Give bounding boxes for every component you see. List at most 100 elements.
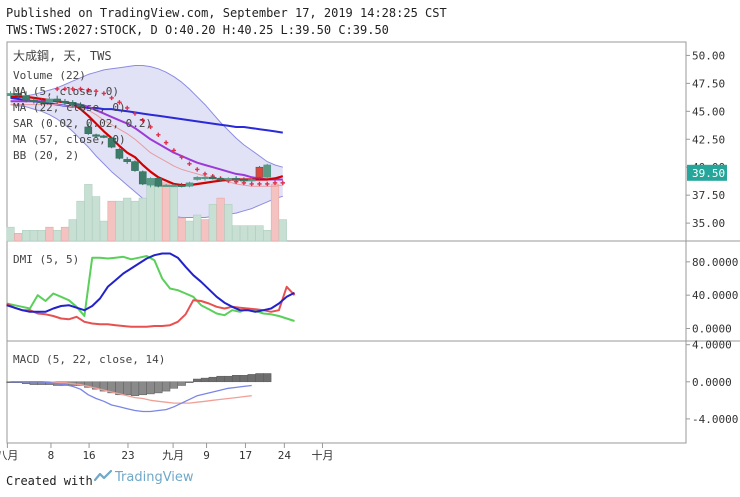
sar-point — [272, 180, 278, 186]
sar-point — [257, 181, 262, 187]
volume-bar — [76, 200, 85, 242]
candle-body — [255, 166, 264, 178]
volume-bar — [14, 233, 23, 242]
macd-histogram-bar — [185, 381, 194, 383]
candle-body — [162, 184, 170, 187]
candle-body — [263, 164, 272, 178]
volume-bar — [247, 225, 256, 242]
volume-bar — [29, 230, 38, 242]
candle-body — [146, 178, 155, 186]
sar-point — [156, 132, 161, 137]
price-tick-label: 42.50 — [692, 133, 725, 146]
dmi-title: DMI (5, 5) — [13, 253, 79, 266]
candle-body — [100, 135, 108, 138]
tradingview-logo[interactable]: TradingView — [94, 470, 194, 485]
sar-point — [132, 111, 138, 116]
volume-bar — [239, 225, 249, 242]
price-tick-label: 45.00 — [692, 105, 725, 118]
macd-histogram-bar — [255, 373, 264, 383]
volume-bar — [255, 225, 264, 242]
candle-body — [131, 161, 139, 171]
sar-point — [265, 181, 270, 187]
price-tick-label: 37.50 — [692, 189, 725, 202]
volume-bar — [216, 197, 225, 242]
price-tick-label: 35.00 — [692, 217, 725, 230]
volume-bar — [278, 219, 287, 242]
macd-histogram-bar — [224, 375, 233, 383]
volume-bar — [185, 220, 194, 242]
sar-point — [140, 118, 145, 123]
sar-point — [171, 148, 177, 153]
macd-histogram-bar — [169, 381, 179, 389]
macd-histogram-bar — [161, 381, 171, 392]
sar-point — [179, 154, 184, 160]
macd-histogram-bar — [263, 373, 272, 383]
volume-bar — [60, 226, 70, 242]
time-tick-label: 十月 — [311, 448, 333, 462]
candle-body — [247, 179, 256, 182]
candle-body — [216, 178, 225, 181]
volume-bar — [200, 219, 210, 242]
candle-body — [45, 98, 54, 103]
macd-histogram-bar — [247, 374, 256, 383]
sar-point — [101, 91, 107, 96]
candle-body — [138, 171, 147, 185]
volume-bar — [193, 214, 202, 242]
candle-body — [84, 126, 93, 134]
sar-point — [109, 95, 114, 101]
dmi-minus-line — [6, 285, 296, 328]
volume-bar — [123, 197, 132, 242]
volume-bar — [115, 200, 124, 242]
candle-body — [6, 93, 15, 96]
volume-bar — [21, 230, 31, 242]
candle-body — [53, 98, 61, 102]
macd-histogram-bar — [123, 381, 132, 396]
volume-bar — [146, 182, 155, 242]
adx-line — [6, 252, 295, 313]
volume-bar — [107, 200, 116, 242]
candle-body — [232, 178, 240, 181]
time-tick-label: 24 — [278, 449, 292, 462]
candle-body — [37, 100, 46, 104]
volume-bar — [162, 182, 171, 242]
candle-body — [154, 178, 163, 187]
volume-bar — [224, 204, 233, 242]
sar-point — [163, 140, 169, 145]
candle-body — [61, 100, 69, 104]
macd-signal-line — [10, 381, 252, 404]
candle-body — [92, 134, 100, 137]
sar-point — [70, 86, 75, 92]
macd-tick-label: -4.0000 — [692, 413, 738, 426]
time-tick-label: 九月 — [162, 449, 184, 462]
legend-entry: BB (20, 2) — [13, 149, 79, 162]
candle-body — [123, 159, 131, 162]
tradingview-logo-icon — [94, 470, 112, 482]
volume-bar — [154, 181, 163, 242]
sar-point — [125, 105, 130, 111]
volume-bar — [99, 220, 108, 242]
chart-title: 大成鋼, 天, TWS — [13, 49, 112, 63]
ma22-shadow-line — [10, 104, 283, 187]
sar-point — [187, 161, 192, 167]
sar-point — [54, 86, 60, 92]
sar-point — [62, 86, 68, 92]
candle-body — [30, 99, 38, 102]
candle-body — [201, 176, 209, 180]
volume-bar — [6, 226, 15, 242]
volume-bar — [177, 217, 186, 242]
volume-bar — [270, 184, 280, 242]
volume-bar — [53, 230, 62, 242]
candle-body — [224, 178, 233, 181]
time-tick-label: 八月 — [0, 449, 18, 462]
sar-point — [195, 167, 200, 172]
candle-body — [170, 184, 178, 187]
created-with-label: Created with — [6, 474, 93, 488]
last-price-tag — [687, 164, 727, 181]
candle-body — [115, 149, 124, 159]
time-tick-label: 23 — [121, 449, 134, 462]
sar-point — [280, 180, 285, 186]
symbol-ohlc-info: TWS:TWS:2027:STOCK, D O:40.20 H:40.25 L:… — [6, 23, 389, 37]
candle-body — [68, 102, 77, 105]
legend-entry: MA (22, close, 0) — [13, 101, 126, 114]
